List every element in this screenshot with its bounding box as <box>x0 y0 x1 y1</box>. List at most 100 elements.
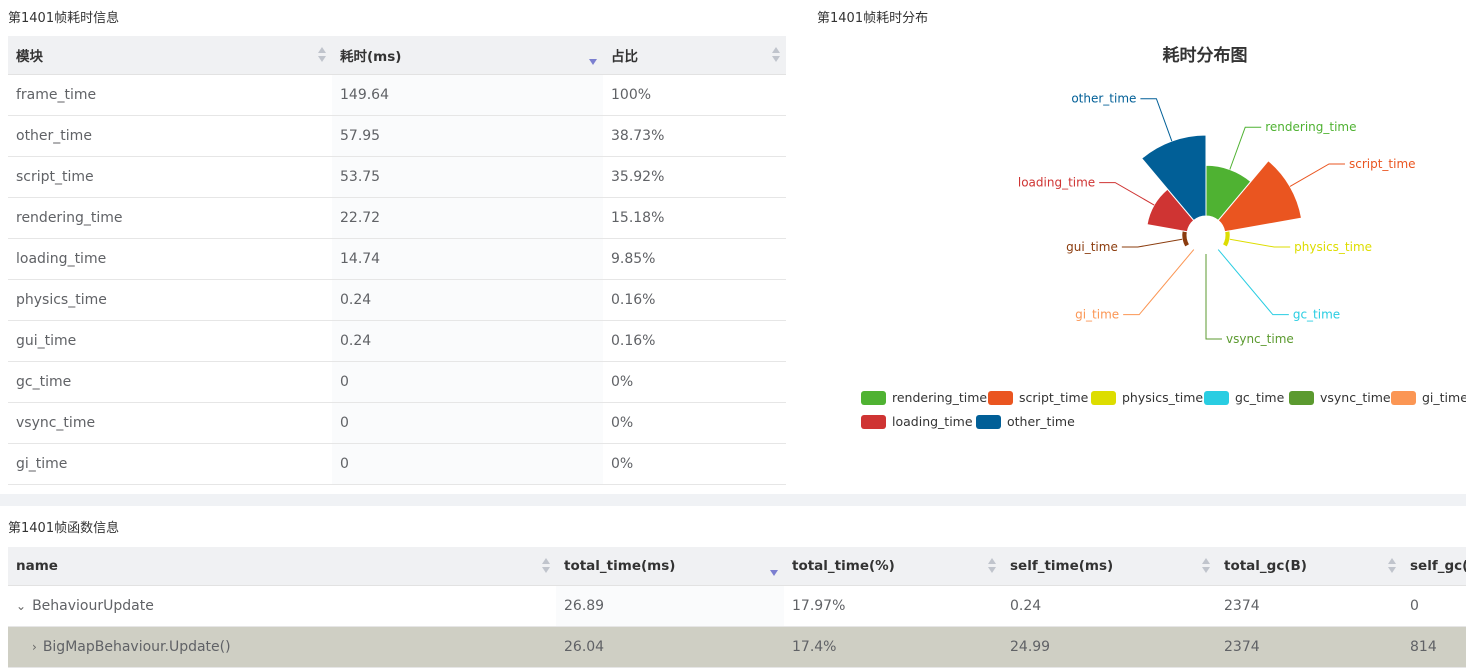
slice-label: other_time <box>1071 92 1136 106</box>
column-header-time[interactable]: 耗时(ms) <box>332 36 603 75</box>
module-cell: vsync_time <box>8 402 332 444</box>
legend-label: physics_time <box>1122 390 1204 405</box>
label-line <box>1229 126 1262 170</box>
legend-swatch <box>861 390 886 405</box>
legend-item-other-time[interactable]: other_time <box>976 414 1075 429</box>
chart-panel-title: 第1401帧耗时分布 <box>817 11 929 26</box>
legend-item-script-time[interactable]: script_time <box>988 390 1088 405</box>
legend-item-rendering-time[interactable]: rendering_time <box>861 390 987 405</box>
sort-icon[interactable] <box>772 47 780 63</box>
ratio-cell: 15.18% <box>603 197 786 239</box>
legend-item-gi-time[interactable]: gi_time <box>1391 390 1466 405</box>
table-row[interactable]: gc_time 0 0% <box>8 361 786 403</box>
chevron-right-icon[interactable]: › <box>32 640 37 654</box>
rose-slice-gui-time[interactable] <box>1181 230 1191 248</box>
ratio-cell: 100% <box>603 74 786 116</box>
slice-label: gc_time <box>1293 308 1340 322</box>
label-line <box>1123 249 1195 316</box>
legend-item-physics-time[interactable]: physics_time <box>1091 390 1203 405</box>
table-row[interactable]: frame_time 149.64 100% <box>8 74 786 116</box>
label-line <box>1121 238 1183 248</box>
column-header-total-time-ms[interactable]: total_time(ms) <box>556 547 784 586</box>
chart-legend: rendering_time script_time physics_time gc_… <box>861 390 1466 440</box>
legend-label: vsync_time <box>1320 390 1391 405</box>
column-header-self-gc[interactable]: self_gc(B) <box>1402 547 1466 586</box>
sort-desc-icon[interactable] <box>589 59 597 65</box>
value-cell: 26.89 <box>556 585 784 627</box>
table-row[interactable]: gi_time 0 0% <box>8 443 786 485</box>
column-header-total-time-pct[interactable]: total_time(%) <box>784 547 1002 586</box>
table-row[interactable]: vsync_time 0 0% <box>8 402 786 444</box>
legend-item-vsync-time[interactable]: vsync_time <box>1289 390 1391 405</box>
column-header-self-time[interactable]: self_time(ms) <box>1002 547 1216 586</box>
table-row[interactable]: script_time 53.75 35.92% <box>8 156 786 198</box>
legend-swatch <box>1091 390 1116 405</box>
ratio-cell: 0% <box>603 361 786 403</box>
legend-item-loading-time[interactable]: loading_time <box>861 414 973 429</box>
label-line <box>1205 254 1222 340</box>
function-name-cell: ⌄ BehaviourUpdate <box>8 585 556 627</box>
table-row[interactable]: loading_time 14.74 9.85% <box>8 238 786 280</box>
time-cell: 57.95 <box>332 115 603 157</box>
label-line <box>1289 163 1345 187</box>
ratio-cell: 9.85% <box>603 238 786 280</box>
slice-label: physics_time <box>1294 240 1372 254</box>
legend-label: script_time <box>1019 390 1089 405</box>
rose-slice-rendering-time[interactable] <box>1205 164 1252 222</box>
rose-slice-loading-time[interactable] <box>1146 188 1195 233</box>
ratio-cell: 0% <box>603 443 786 485</box>
column-header-name[interactable]: name <box>8 547 556 586</box>
legend-label: gi_time <box>1422 390 1466 405</box>
slice-label: rendering_time <box>1265 120 1356 134</box>
module-cell: gui_time <box>8 320 332 362</box>
ratio-cell: 38.73% <box>603 115 786 157</box>
rose-slice-other-time[interactable] <box>1141 134 1207 222</box>
column-header-total-gc[interactable]: total_gc(B) <box>1216 547 1402 586</box>
label-line <box>1217 249 1289 316</box>
ratio-cell: 0% <box>603 402 786 444</box>
value-cell: 26.04 <box>556 626 784 668</box>
chart-title: 耗时分布图 <box>1162 46 1248 66</box>
table-row[interactable]: ⌄ BehaviourUpdate 26.89 17.97% 0.24 2374 0 <box>8 585 1466 627</box>
label-line <box>1229 238 1291 248</box>
table-row[interactable]: other_time 57.95 38.73% <box>8 115 786 157</box>
sort-icon[interactable] <box>1388 558 1396 574</box>
legend-label: other_time <box>1007 414 1075 429</box>
frame-time-table: 模块 耗时(ms) 占比 frame_time 149.64 100% other_t… <box>8 36 786 485</box>
legend-label: loading_time <box>892 414 973 429</box>
value-cell: 0.24 <box>1002 585 1216 627</box>
legend-swatch <box>988 390 1013 405</box>
legend-swatch <box>1204 390 1229 405</box>
sort-icon[interactable] <box>1202 558 1210 574</box>
value-cell: 17.97% <box>784 585 1002 627</box>
module-cell: frame_time <box>8 74 332 116</box>
rose-slice-physics-time[interactable] <box>1221 230 1231 248</box>
sort-icon[interactable] <box>318 47 326 63</box>
column-header-ratio[interactable]: 占比 <box>603 36 786 75</box>
table-row[interactable]: gui_time 0.24 0.16% <box>8 320 786 362</box>
rose-slice-script-time[interactable] <box>1217 159 1303 233</box>
time-cell: 0.24 <box>332 320 603 362</box>
column-header-module[interactable]: 模块 <box>8 36 332 75</box>
func-table-title: 第1401帧函数信息 <box>8 521 120 536</box>
time-cell: 53.75 <box>332 156 603 198</box>
module-cell: script_time <box>8 156 332 198</box>
sort-desc-icon[interactable] <box>770 570 778 576</box>
time-cell: 22.72 <box>332 197 603 239</box>
table-row[interactable]: physics_time 0.24 0.16% <box>8 279 786 321</box>
sort-icon[interactable] <box>542 558 550 574</box>
module-cell: gc_time <box>8 361 332 403</box>
time-cell: 0.24 <box>332 279 603 321</box>
legend-swatch <box>1289 390 1314 405</box>
module-cell: rendering_time <box>8 197 332 239</box>
table-row[interactable]: rendering_time 22.72 15.18% <box>8 197 786 239</box>
table-row[interactable]: › BigMapBehaviour.Update() 26.04 17.4% 24.99… <box>8 626 1466 668</box>
time-cell: 0 <box>332 443 603 485</box>
chevron-down-icon[interactable]: ⌄ <box>16 599 27 613</box>
sort-icon[interactable] <box>988 558 996 574</box>
value-cell: 17.4% <box>784 626 1002 668</box>
value-cell: 24.99 <box>1002 626 1216 668</box>
time-cell: 14.74 <box>332 238 603 280</box>
legend-item-gc-time[interactable]: gc_time <box>1204 390 1284 405</box>
ratio-cell: 0.16% <box>603 279 786 321</box>
